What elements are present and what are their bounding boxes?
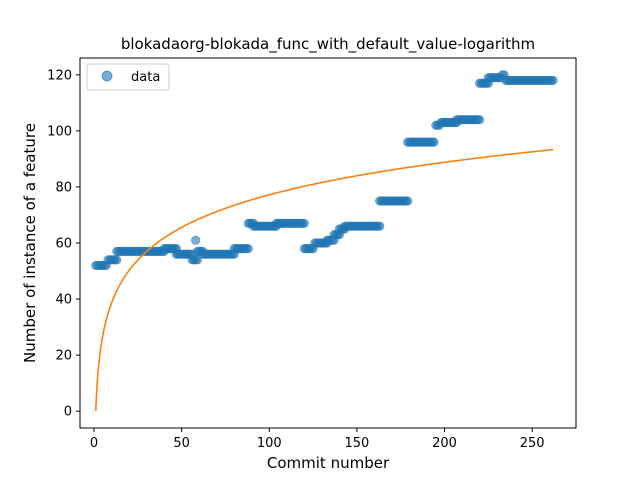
x-axis: 0 50 100 150 200 250 [90,428,545,451]
data-point [112,255,122,265]
y-tick-label: 100 [47,124,72,139]
x-tick-label: 50 [173,436,190,451]
y-tick-label: 60 [55,237,72,252]
y-axis: 0 20 40 60 80 100 120 [47,68,80,420]
y-tick-label: 20 [55,349,72,364]
data-point [299,218,309,228]
data-point [429,137,439,147]
legend-box [86,63,170,91]
data-point [375,221,385,231]
y-tick-label: 40 [55,293,72,308]
fit-line [94,148,554,412]
plot-area [91,70,558,412]
x-tick-label: 100 [257,436,282,451]
data-point [403,196,413,206]
x-tick-label: 200 [432,436,457,451]
data-point [475,115,485,125]
series-layer [91,70,558,412]
data-point [191,235,201,245]
x-axis-label: Commit number [267,454,390,472]
x-tick-label: 0 [90,436,98,451]
y-axis-label: Number of instance of a feature [21,123,39,363]
x-tick-label: 150 [345,436,370,451]
legend-marker-data [101,70,113,82]
x-tick-label: 250 [520,436,545,451]
data-point [548,75,558,86]
y-tick-label: 0 [64,405,72,420]
legend: data [86,63,170,91]
chart-title: blokadaorg-blokada_func_with_default_val… [121,35,535,54]
y-tick-label: 120 [47,68,72,83]
data-point [243,244,253,254]
y-tick-label: 80 [55,180,72,195]
legend-label-data: data [131,70,160,85]
